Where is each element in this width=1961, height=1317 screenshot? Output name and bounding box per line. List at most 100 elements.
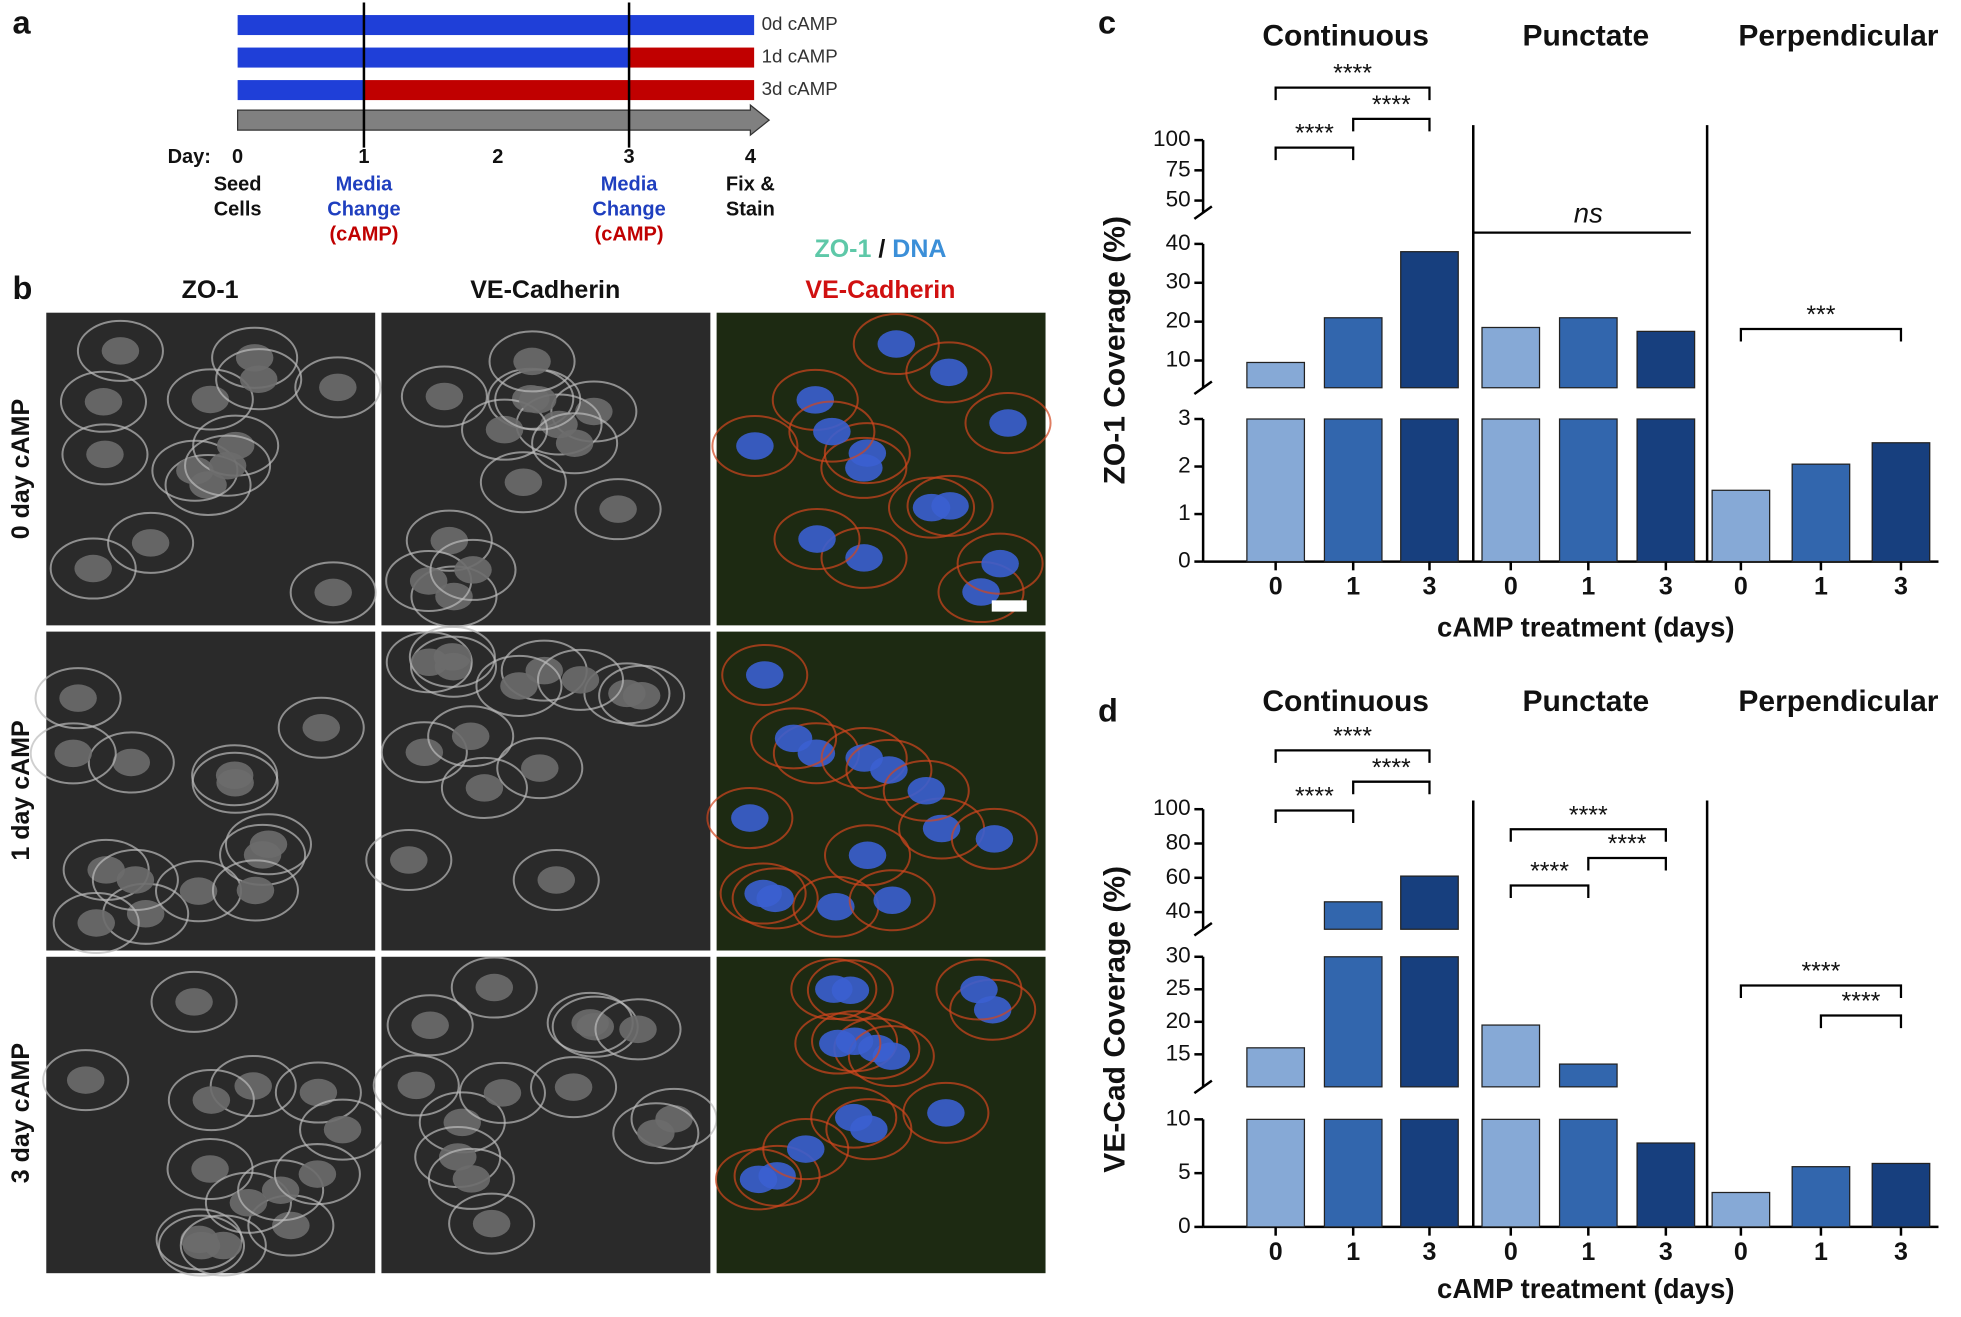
micrograph (365, 625, 711, 951)
event-label: Seed (214, 173, 262, 195)
x-axis-label: cAMP treatment (days) (1437, 1273, 1735, 1304)
timeline-bar (629, 47, 755, 68)
cell-outline (820, 436, 908, 499)
cell-outline (794, 1012, 882, 1075)
nucleus (86, 440, 124, 469)
cell-outline (427, 705, 515, 768)
micrograph-bg (46, 631, 376, 951)
cell-outline (956, 532, 1044, 595)
group-title: Punctate (1522, 685, 1649, 718)
nucleus (239, 365, 278, 393)
micrograph (706, 631, 1046, 951)
nucleus (981, 549, 1019, 578)
nucleus (191, 1155, 229, 1183)
micrograph (715, 956, 1046, 1274)
nucleus (960, 975, 998, 1004)
group-title: Perpendicular (1738, 685, 1938, 718)
y-tick-label: 10 (1166, 346, 1191, 371)
significance-label: **** (1295, 120, 1334, 148)
cell-outline (42, 1049, 130, 1112)
nucleus (850, 1115, 888, 1143)
cell-outline (790, 958, 878, 1021)
bar (1558, 317, 1618, 389)
cell-outline (166, 1137, 254, 1201)
nucleus (817, 893, 855, 921)
cell-outline (273, 1143, 361, 1206)
bar (1246, 1118, 1306, 1228)
y-tick-label: 75 (1166, 156, 1191, 181)
nucleus (101, 337, 140, 365)
y-tick-label: 40 (1166, 230, 1191, 255)
cell-outline (164, 453, 252, 517)
bar (1481, 326, 1541, 389)
column-header: ZO-1 (182, 276, 239, 304)
significance-bracket (1739, 327, 1903, 342)
nucleus (475, 973, 514, 1002)
cell-outline (852, 313, 940, 376)
cell-outline (405, 509, 493, 572)
timeline-bar (237, 47, 630, 68)
significance-bracket (1352, 780, 1431, 795)
condition-label: 3d cAMP (762, 78, 838, 99)
nucleus (299, 1078, 338, 1107)
x-tick-label: 0 (1734, 572, 1748, 600)
significance-bracket (1739, 984, 1903, 999)
y-tick-label: 10 (1166, 1105, 1191, 1130)
cell-outline (400, 365, 488, 428)
nucleus (216, 768, 254, 797)
bar (1871, 442, 1931, 563)
nucleus (77, 909, 115, 937)
cell-outline (150, 970, 238, 1033)
cell-outline (530, 1056, 618, 1119)
cell-outline (823, 824, 912, 887)
day-number: 0 (232, 146, 243, 168)
cell-outline (806, 959, 894, 1022)
nucleus (234, 1072, 272, 1100)
cell-outline (429, 538, 517, 601)
cell-outline (209, 1055, 297, 1118)
significance-bracket (1274, 86, 1431, 101)
nucleus (236, 876, 275, 905)
cell-outline (408, 625, 496, 688)
significance-bracket (1509, 828, 1667, 842)
y-tick-label: 100 (1153, 126, 1191, 151)
y-tick-label: 20 (1166, 308, 1191, 333)
bar (1323, 418, 1383, 563)
bar (1558, 418, 1618, 563)
merge-header: ZO-1 / DNA (814, 235, 946, 263)
cell-outline (204, 1171, 292, 1234)
nucleus (249, 830, 288, 858)
nucleus (208, 451, 247, 480)
nucleus (116, 866, 155, 894)
nucleus (774, 724, 813, 753)
nucleus (175, 988, 213, 1016)
nucleus (848, 439, 887, 467)
nucleus (298, 1160, 337, 1188)
bar (1246, 418, 1306, 563)
cell-outline (512, 848, 600, 912)
timeline-bar (363, 80, 755, 101)
cell-outline (536, 648, 625, 711)
cell-outline (62, 838, 150, 901)
x-tick-label: 0 (1269, 572, 1283, 600)
significance-bracket (1274, 749, 1431, 763)
cell-outline (496, 737, 584, 800)
x-tick-label: 3 (1423, 1238, 1437, 1266)
y-tick-label: 50 (1166, 187, 1191, 212)
cell-outline (49, 537, 137, 600)
cell-outline (59, 370, 148, 433)
event-label: Media (336, 173, 394, 195)
x-tick-label: 3 (1894, 1238, 1908, 1266)
significance-label: **** (1608, 830, 1647, 858)
x-tick-label: 0 (1734, 1238, 1748, 1266)
x-tick-label: 0 (1504, 572, 1518, 600)
x-tick-label: 1 (1581, 572, 1595, 600)
column-header: VE-Cadherin (470, 276, 620, 304)
significance-label: ns (1574, 197, 1603, 228)
nucleus (411, 1011, 449, 1040)
cell-outline (788, 400, 876, 463)
cell-outline (386, 994, 474, 1057)
nucleus (179, 877, 218, 905)
cell-outline (630, 1087, 718, 1150)
